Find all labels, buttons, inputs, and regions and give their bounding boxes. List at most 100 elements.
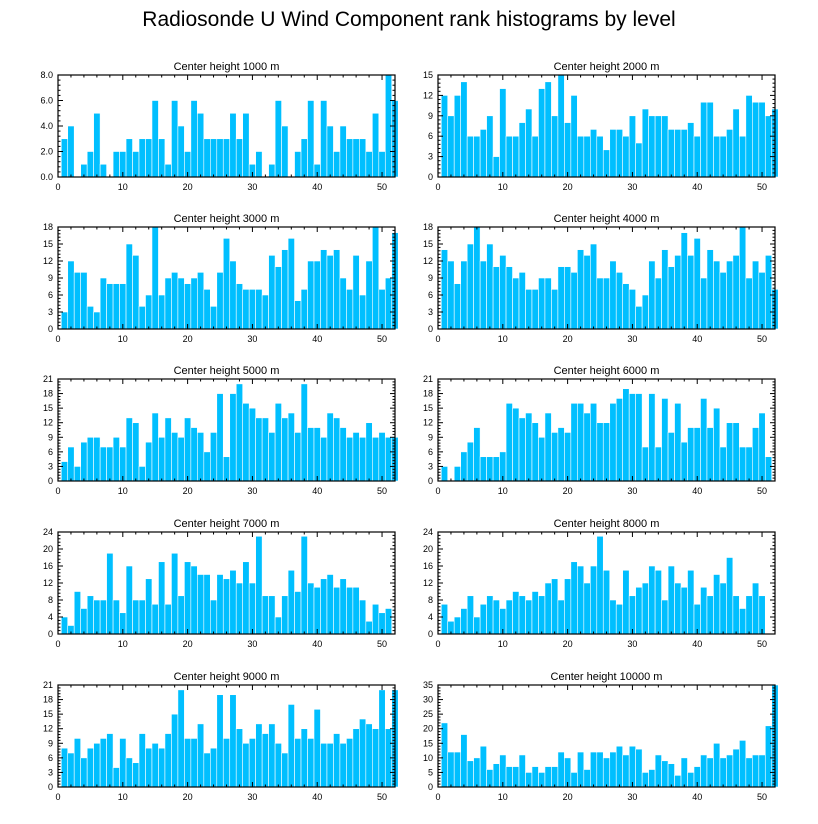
x-tick-label: 10 [118, 334, 128, 344]
y-tick-label: 12 [43, 724, 53, 734]
x-tick-label: 30 [627, 639, 637, 649]
y-tick-label: 9 [428, 111, 433, 121]
bar-5 [466, 760, 474, 788]
y-tick-label: 6 [428, 290, 433, 300]
y-tick-label: 0 [48, 629, 53, 639]
y-tick-label: 15 [43, 239, 53, 249]
y-tick-label: 9 [48, 738, 53, 748]
y-tick-label: 12 [423, 418, 433, 428]
x-tick-label: 10 [498, 486, 508, 496]
y-tick-label: 3 [428, 461, 433, 471]
y-tick-label: 8 [48, 595, 53, 605]
x-tick-label: 30 [627, 792, 637, 802]
y-tick-label: 21 [43, 374, 53, 384]
panel-title: Center height 2000 m [554, 61, 660, 73]
x-tick-label: 0 [55, 182, 60, 192]
x-tick-label: 30 [627, 486, 637, 496]
x-tick-label: 20 [563, 486, 573, 496]
y-tick-label: 9 [428, 432, 433, 442]
y-tick-label: 0 [428, 172, 433, 182]
x-tick-label: 0 [435, 486, 440, 496]
bar-7 [479, 745, 487, 788]
y-tick-label: 6 [428, 131, 433, 141]
x-tick-label: 40 [312, 486, 322, 496]
x-tick-label: 40 [312, 639, 322, 649]
x-tick-label: 20 [183, 182, 193, 192]
y-tick-label: 24 [423, 527, 433, 537]
y-tick-label: 21 [423, 374, 433, 384]
y-tick-label: 8 [428, 595, 433, 605]
bar-8 [486, 769, 494, 788]
x-tick-label: 10 [118, 182, 128, 192]
x-tick-label: 40 [692, 182, 702, 192]
y-tick-label: 0 [428, 324, 433, 334]
x-tick-label: 0 [435, 639, 440, 649]
x-tick-label: 10 [498, 792, 508, 802]
bar-4 [460, 734, 468, 788]
x-tick-label: 0 [55, 334, 60, 344]
bar-38 [680, 757, 688, 788]
bar-19 [557, 751, 565, 788]
x-tick-label: 50 [757, 792, 767, 802]
bar-48 [745, 757, 753, 788]
x-tick-label: 0 [55, 792, 60, 802]
y-tick-label: 35 [423, 680, 433, 690]
y-tick-label: 9 [48, 273, 53, 283]
x-tick-label: 0 [435, 182, 440, 192]
y-tick-label: 2.0 [40, 147, 53, 157]
y-tick-label: 3 [428, 307, 433, 317]
x-tick-label: 50 [377, 182, 387, 192]
y-tick-label: 3 [48, 307, 53, 317]
y-tick-label: 8.0 [40, 70, 53, 80]
y-tick-label: 15 [423, 403, 433, 413]
bar-42 [706, 757, 714, 788]
y-tick-label: 20 [423, 544, 433, 554]
x-tick-label: 40 [692, 486, 702, 496]
x-tick-label: 0 [55, 486, 60, 496]
bar-25 [596, 751, 604, 788]
y-tick-label: 18 [43, 222, 53, 232]
x-tick-label: 20 [563, 792, 573, 802]
y-tick-label: 0.0 [40, 172, 53, 182]
y-tick-label: 18 [423, 222, 433, 232]
x-tick-label: 30 [627, 182, 637, 192]
bar-47 [739, 740, 747, 788]
y-tick-label: 20 [423, 724, 433, 734]
y-tick-label: 5 [428, 767, 433, 777]
bar-46 [732, 748, 740, 788]
y-tick-label: 6 [48, 447, 53, 457]
x-tick-label: 10 [498, 639, 508, 649]
y-tick-label: 6 [48, 290, 53, 300]
y-tick-label: 12 [423, 256, 433, 266]
bar-22 [577, 751, 585, 788]
y-tick-label: 3 [428, 152, 433, 162]
bar-49 [752, 754, 760, 788]
bar-44 [719, 757, 727, 788]
bar-27 [609, 751, 617, 788]
y-tick-label: 9 [428, 273, 433, 283]
x-tick-label: 50 [377, 486, 387, 496]
bar-35 [661, 760, 669, 788]
y-tick-label: 4 [48, 612, 53, 622]
bar-12 [512, 766, 520, 788]
x-tick-label: 30 [247, 182, 257, 192]
x-tick-label: 30 [247, 792, 257, 802]
y-tick-label: 18 [43, 389, 53, 399]
y-tick-label: 15 [423, 738, 433, 748]
bar-39 [687, 772, 695, 788]
bar-15 [531, 766, 539, 788]
x-tick-label: 40 [312, 792, 322, 802]
bar-33 [648, 769, 656, 788]
x-tick-label: 20 [563, 639, 573, 649]
y-tick-label: 15 [423, 70, 433, 80]
x-tick-label: 10 [118, 486, 128, 496]
x-tick-label: 30 [247, 334, 257, 344]
y-tick-label: 15 [43, 709, 53, 719]
panel-title: Center height 4000 m [554, 213, 660, 225]
x-tick-label: 50 [757, 639, 767, 649]
